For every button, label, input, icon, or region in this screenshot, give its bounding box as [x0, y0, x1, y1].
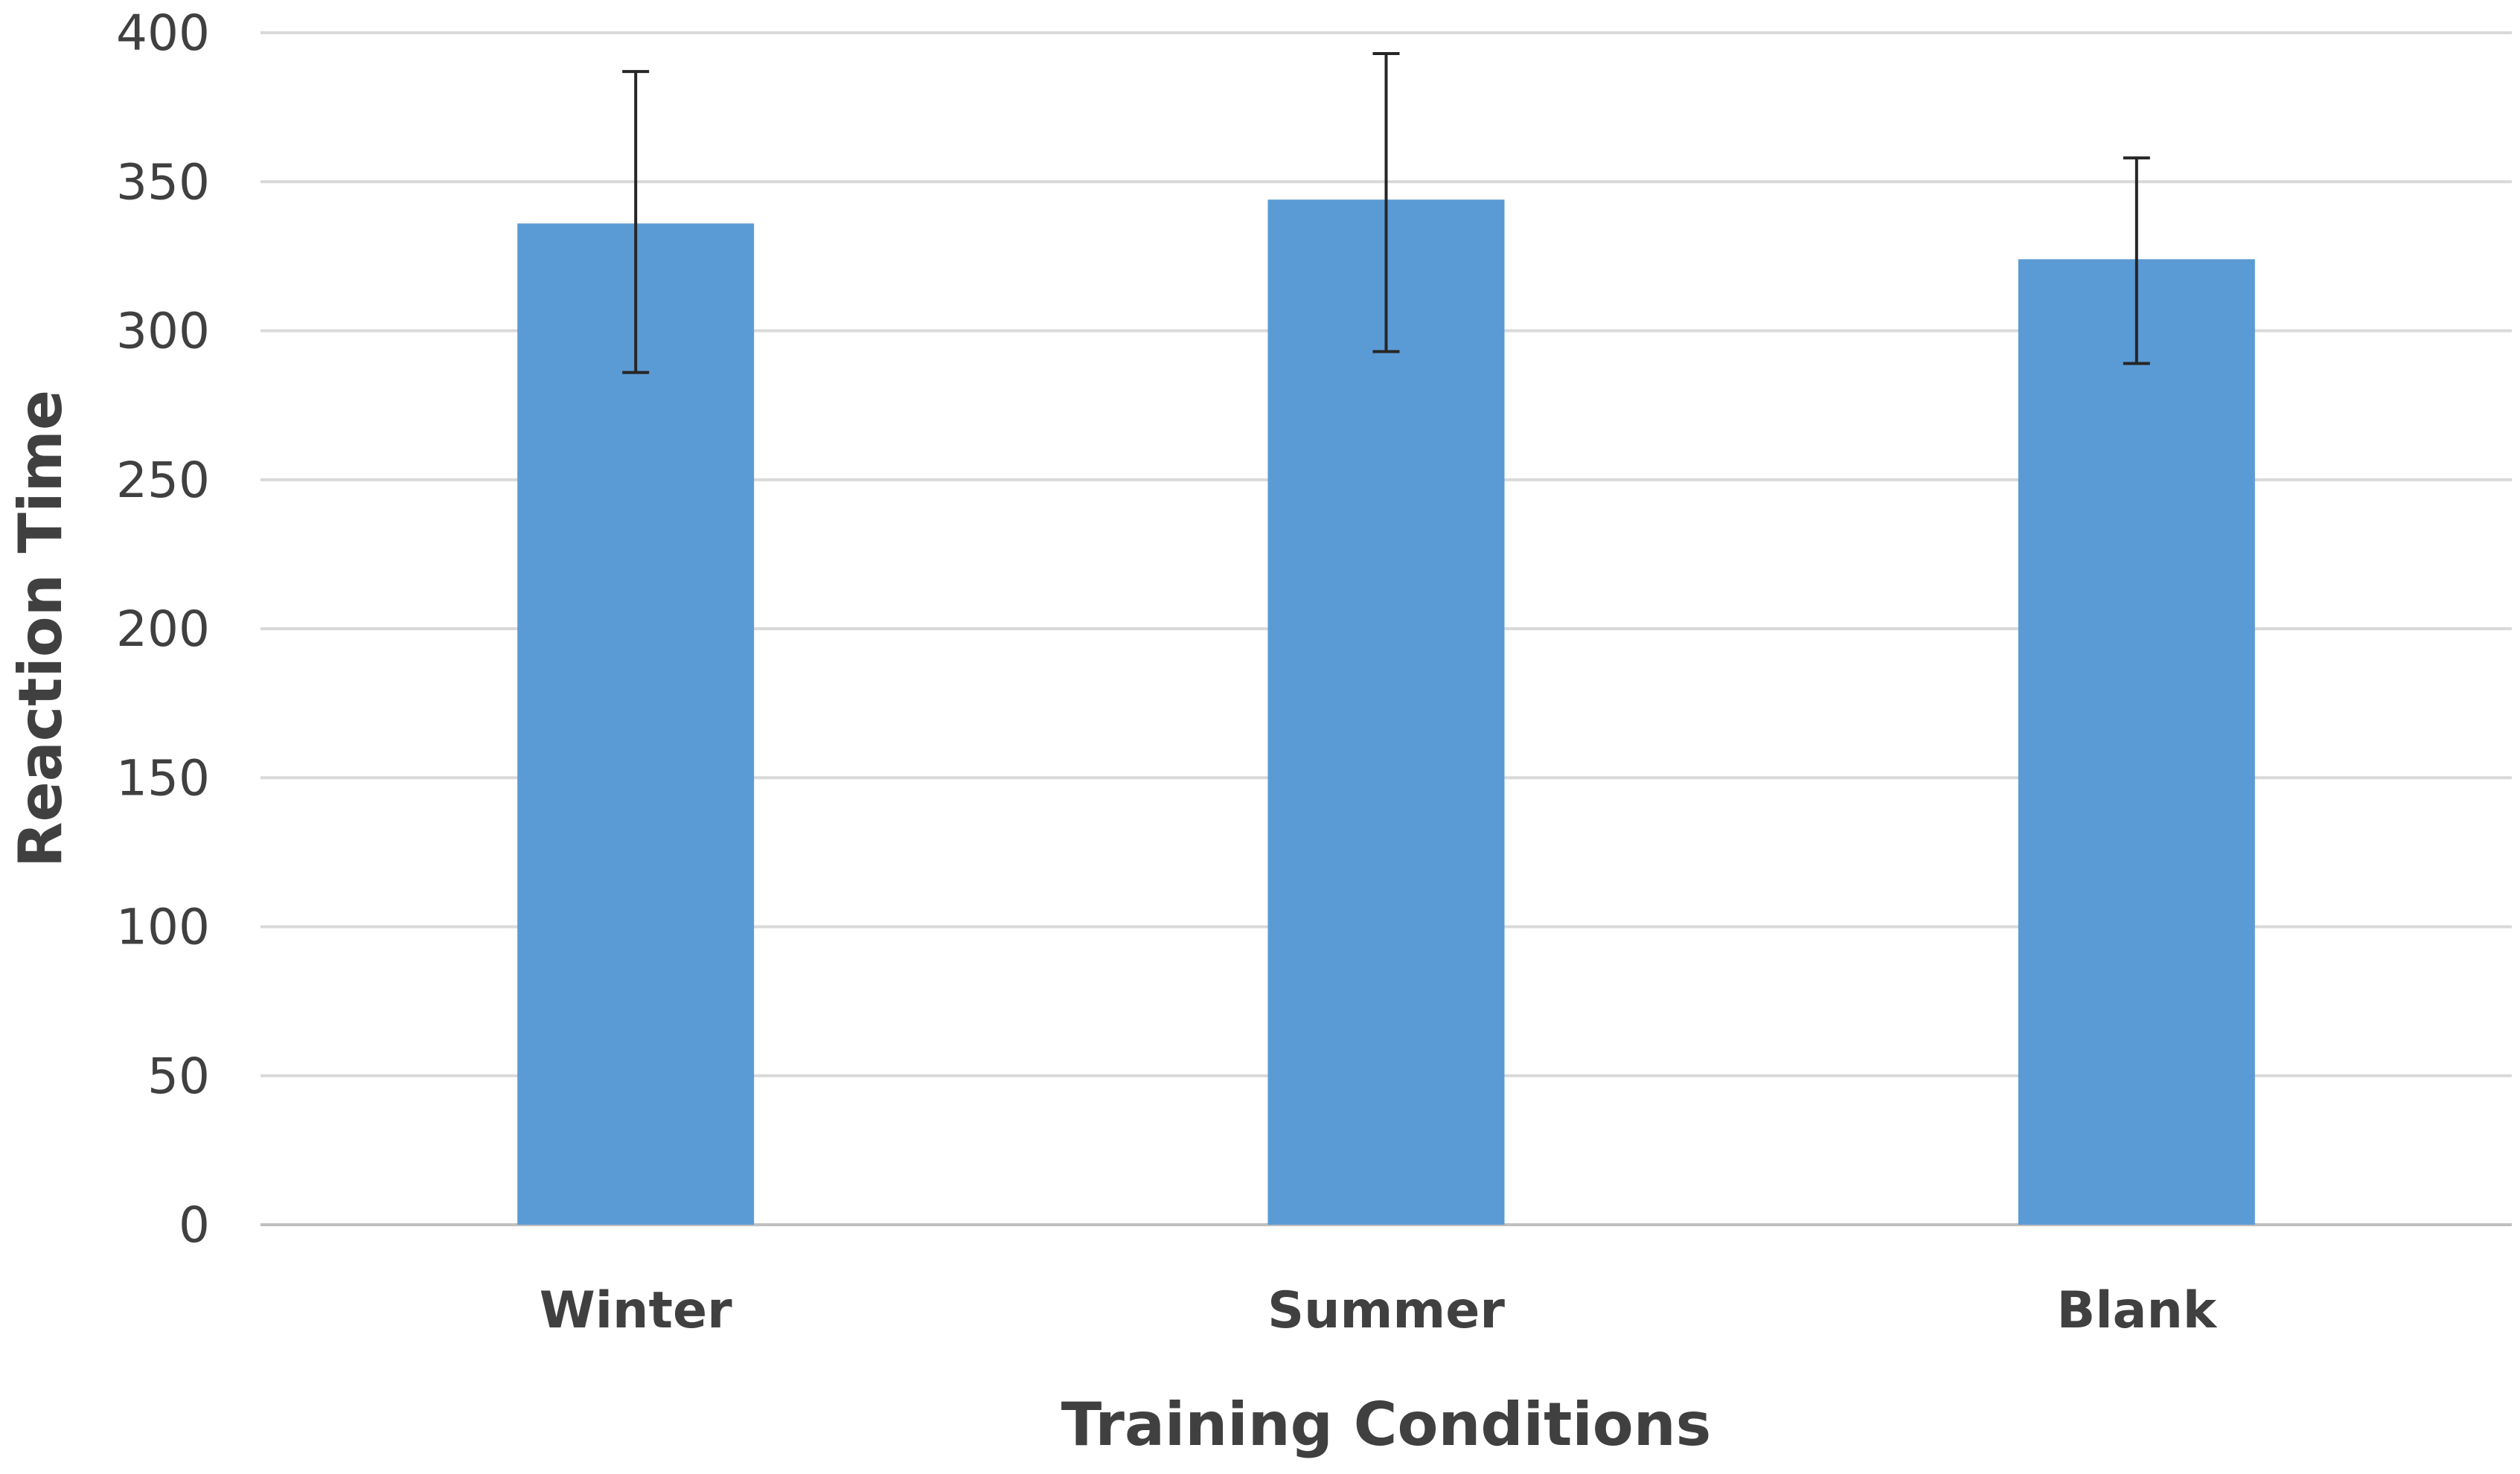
bar-summer [1267, 199, 1505, 1225]
bar-blank [2018, 259, 2255, 1225]
y-tick-label: 300 [116, 303, 210, 360]
y-tick-label: 100 [116, 899, 210, 956]
y-tick-label: 250 [116, 452, 210, 509]
y-tick-label: 200 [116, 600, 210, 658]
y-tick-label: 350 [116, 153, 210, 211]
error-bar-winter [622, 70, 650, 374]
bars [517, 199, 2255, 1225]
x-axis-title: Training Conditions [1061, 1390, 1712, 1459]
x-category-label: Winter [540, 1281, 732, 1340]
error-bar-blank [2123, 156, 2150, 365]
x-category-label: Summer [1267, 1281, 1505, 1340]
x-axis-categories: Winter Summer Blank [540, 1281, 2218, 1340]
y-tick-label: 150 [116, 749, 210, 807]
y-tick-label: 400 [116, 4, 210, 62]
error-bar-summer [1372, 52, 1400, 353]
y-tick-label: 50 [147, 1048, 210, 1105]
x-category-label: Blank [2056, 1281, 2217, 1340]
error-bars [622, 52, 2150, 374]
y-axis-ticks: 0 50 100 150 200 250 300 350 400 [116, 4, 210, 1254]
bar-winter [517, 223, 755, 1225]
y-axis-title: Reaction Time [6, 390, 75, 868]
y-tick-label: 0 [179, 1196, 210, 1254]
